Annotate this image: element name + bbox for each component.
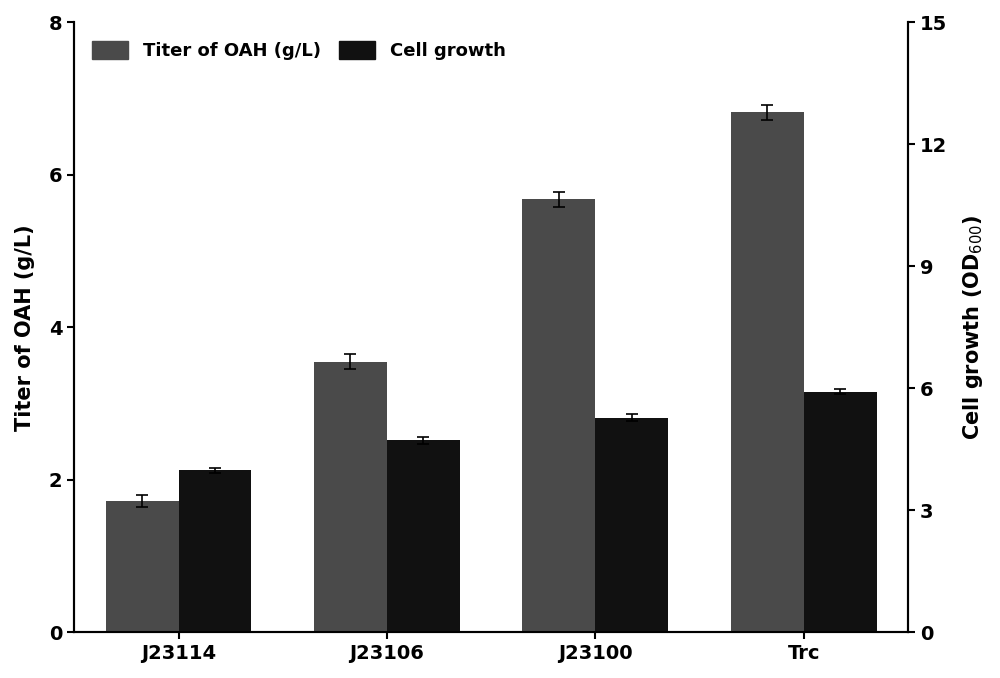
Y-axis label: Titer of OAH (g/L): Titer of OAH (g/L) [15, 224, 35, 431]
Legend: Titer of OAH (g/L), Cell growth: Titer of OAH (g/L), Cell growth [83, 32, 514, 69]
Bar [179, 471, 251, 632]
Bar [106, 501, 179, 632]
Bar [804, 392, 877, 632]
Bar [522, 199, 595, 632]
Bar [731, 113, 804, 632]
Y-axis label: Cell growth (OD$_{600}$): Cell growth (OD$_{600}$) [961, 215, 985, 440]
Bar [387, 440, 460, 632]
Bar [595, 418, 668, 632]
Bar [314, 361, 387, 632]
